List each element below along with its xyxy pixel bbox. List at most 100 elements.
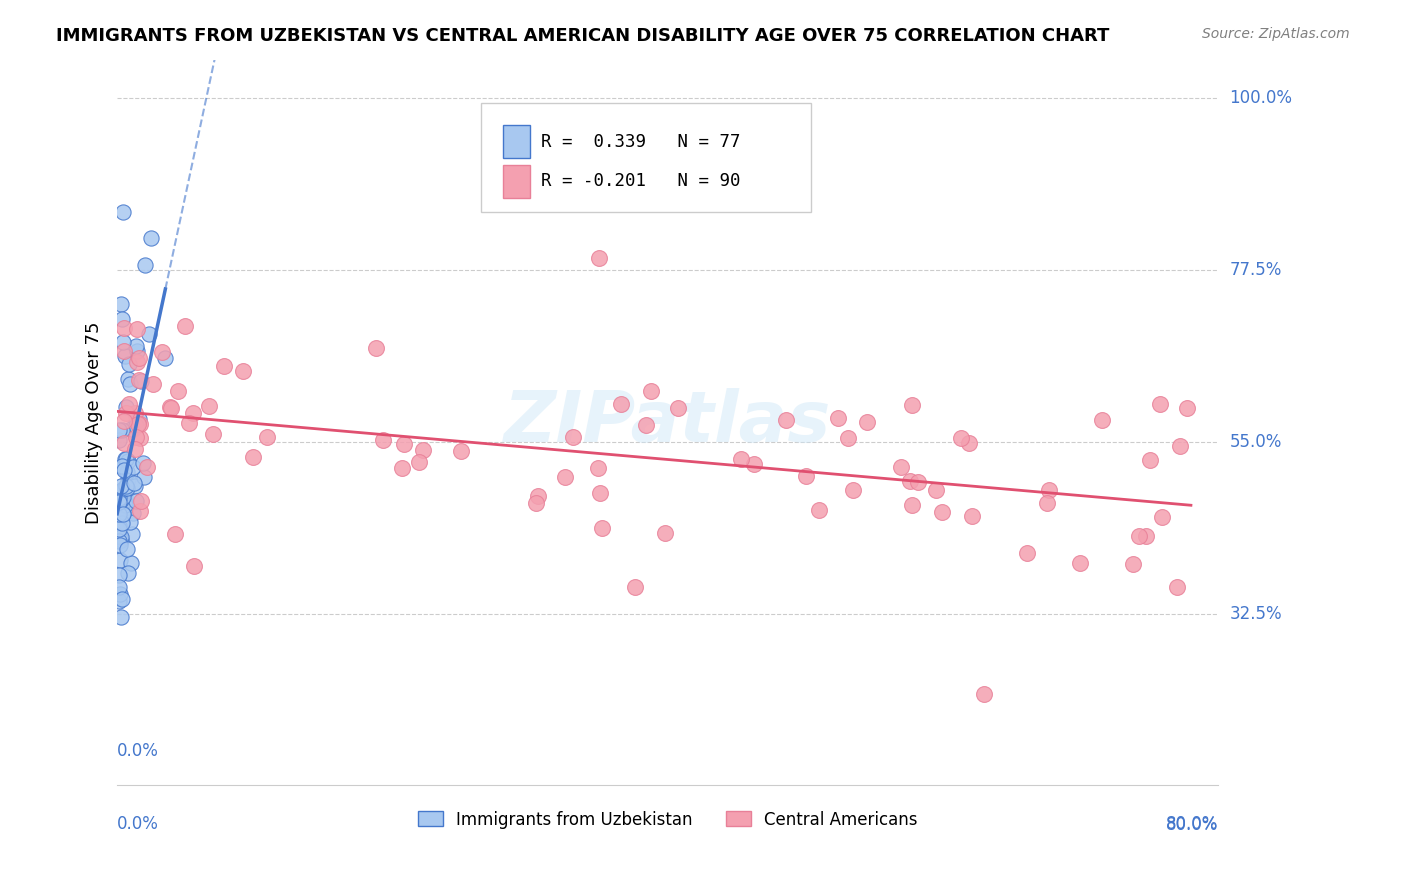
Point [110,610,132,624]
Point [115,481,138,495]
Point [242,450,264,465]
Point [588,252,610,266]
Point [108,507,131,521]
Point [138,326,160,341]
Point [124,414,146,428]
Point [1015,546,1038,560]
Point [589,485,612,500]
Point [108,489,131,503]
Point [117,454,139,468]
Point [120,556,142,570]
Point [412,443,434,458]
Point [118,376,141,391]
Point [117,372,139,386]
Point [654,525,676,540]
Point [111,312,134,326]
Point [1149,397,1171,411]
Point [142,376,165,391]
Point [107,494,129,508]
Point [112,436,135,450]
Point [108,553,131,567]
Point [112,507,135,521]
Point [118,357,141,371]
Point [115,452,138,467]
Point [115,542,138,557]
Point [128,412,150,426]
Point [125,339,148,353]
Text: 100.0%: 100.0% [1230,89,1292,107]
Text: 32.5%: 32.5% [1230,605,1282,623]
Point [117,465,139,479]
Point [110,533,132,547]
Point [107,423,129,437]
Point [159,400,181,414]
Point [554,469,576,483]
Point [121,526,143,541]
Point [125,494,148,508]
Point [111,423,134,437]
Text: 0.0%: 0.0% [117,742,159,760]
Point [125,430,148,444]
Point [901,398,924,412]
Point [107,533,129,548]
Point [636,417,658,432]
Point [107,493,129,508]
Point [907,475,929,489]
Point [121,460,143,475]
Point [128,373,150,387]
Point [1175,401,1198,415]
Point [666,401,689,415]
Point [107,522,129,536]
Point [127,355,149,369]
Point [524,496,547,510]
Text: Source: ZipAtlas.com: Source: ZipAtlas.com [1202,27,1350,41]
Legend: Immigrants from Uzbekistan, Central Americans: Immigrants from Uzbekistan, Central Amer… [411,804,925,835]
Point [742,457,765,471]
Point [122,475,145,490]
Point [125,343,148,358]
Point [110,493,132,508]
Point [120,422,142,436]
Point [112,321,135,335]
Point [1069,557,1091,571]
Point [125,419,148,434]
Point [107,594,129,608]
Point [108,519,131,533]
Point [118,515,141,529]
Point [957,436,980,450]
Point [108,486,131,500]
Point [122,421,145,435]
Point [111,458,134,473]
Point [110,530,132,544]
Text: 0.0%: 0.0% [117,814,159,832]
Point [391,461,413,475]
Text: 80.0%: 80.0% [1166,816,1219,834]
Point [197,399,219,413]
Text: ZIPatlas: ZIPatlas [505,388,831,457]
Point [108,434,131,448]
Point [174,318,197,333]
Point [527,489,550,503]
Point [1036,495,1059,509]
Point [562,430,585,444]
Point [900,498,922,512]
FancyBboxPatch shape [502,165,530,197]
Point [110,591,132,606]
FancyBboxPatch shape [481,103,811,212]
Point [117,566,139,580]
Point [890,460,912,475]
Point [827,410,849,425]
Point [107,529,129,543]
Point [111,482,134,496]
Point [134,258,156,272]
Point [112,494,135,508]
FancyBboxPatch shape [502,125,530,158]
Point [124,442,146,456]
Point [201,426,224,441]
Point [129,417,152,432]
Point [1091,413,1114,427]
Point [591,521,613,535]
Point [179,416,201,430]
Point [115,406,138,420]
Point [112,414,135,428]
